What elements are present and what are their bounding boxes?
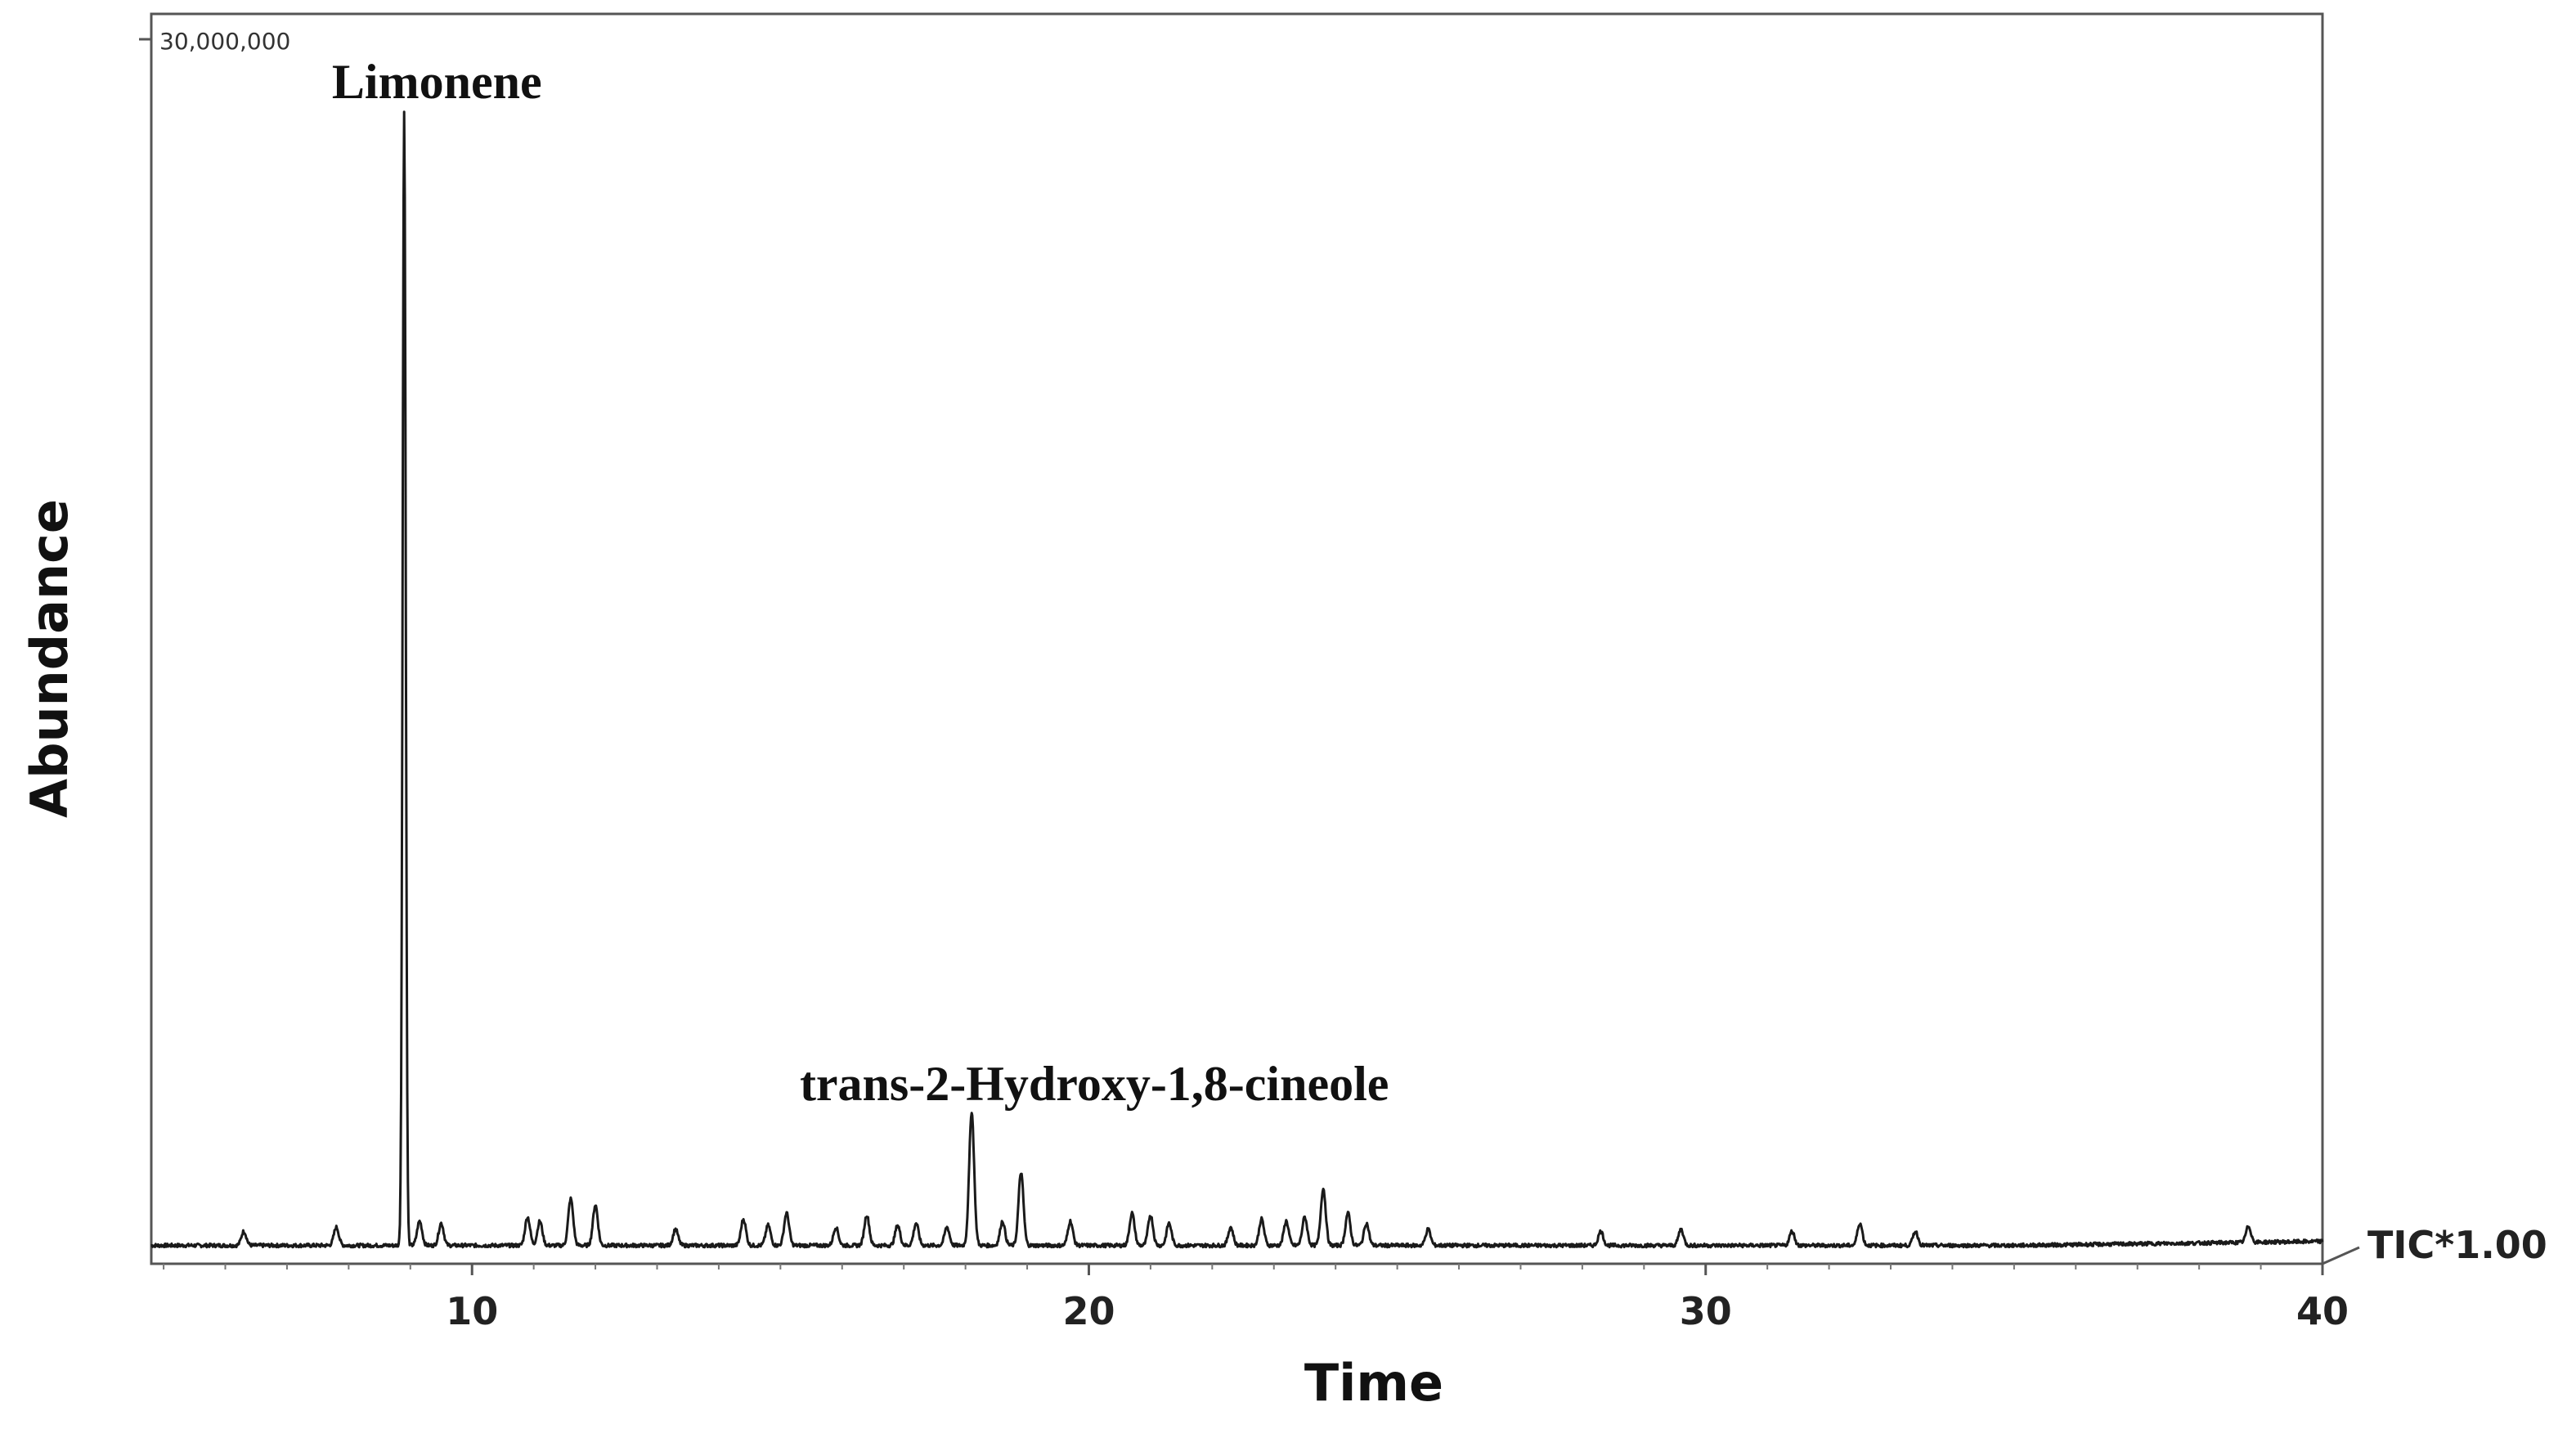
y-axis-title: Abundance <box>20 499 79 818</box>
tic-series <box>150 110 2324 1249</box>
trace-label: TIC*1.00 <box>2367 1223 2547 1267</box>
y-max-label: 30,000,000 <box>159 28 290 55</box>
plot-frame <box>150 12 2324 1265</box>
annotation-1: trans-2-Hydroxy-1,8-cineole <box>800 1057 1389 1111</box>
trace-label-connector <box>2322 1246 2360 1265</box>
x-tick-label-30: 30 <box>1680 1289 1732 1333</box>
x-tick-label-10: 10 <box>446 1289 498 1333</box>
tic-line <box>150 110 2324 1249</box>
x-tick-label-40: 40 <box>2296 1289 2349 1333</box>
x-axis-title: Time <box>1304 1353 1443 1413</box>
x-tick-label-20: 20 <box>1062 1289 1115 1333</box>
x-axis-ticks: 10 20 30 40 <box>163 1264 2349 1333</box>
peak-annotations: Limonene trans-2-Hydroxy-1,8-cineole <box>332 55 1389 1111</box>
annotation-0: Limonene <box>332 55 542 109</box>
